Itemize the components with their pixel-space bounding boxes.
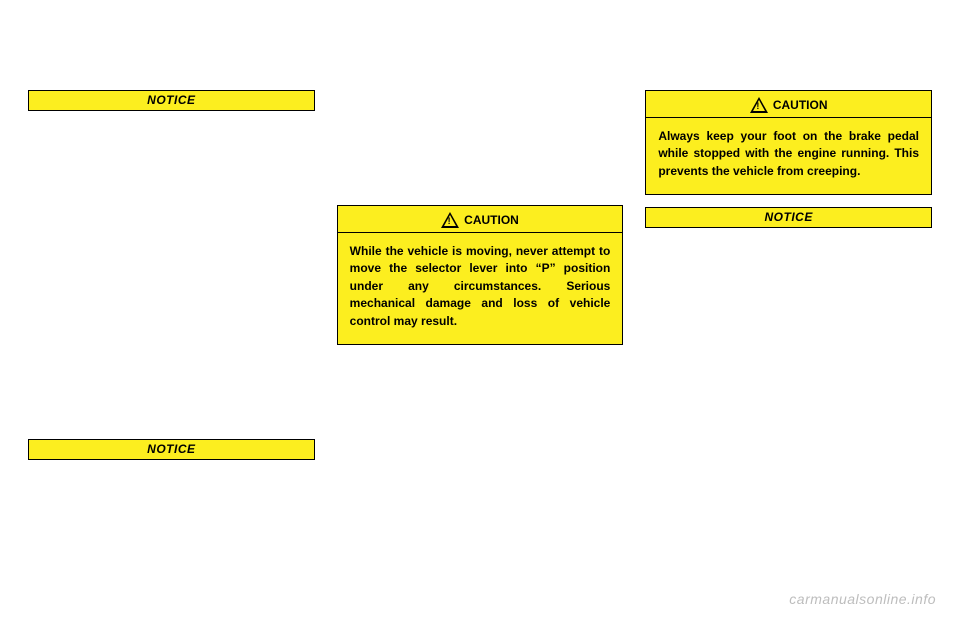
caution-label: CAUTION bbox=[464, 213, 519, 227]
spacer bbox=[337, 30, 624, 205]
notice-box-right: NOTICE bbox=[645, 207, 932, 228]
warning-triangle-icon: ! bbox=[441, 212, 459, 228]
notice-box-top-left: NOTICE bbox=[28, 90, 315, 111]
caution-label: CAUTION bbox=[773, 98, 828, 112]
spacer bbox=[28, 30, 315, 90]
spacer bbox=[645, 195, 932, 207]
caution-header: ! CAUTION bbox=[646, 91, 931, 118]
spacer bbox=[28, 111, 315, 439]
notice-box-bottom-left: NOTICE bbox=[28, 439, 315, 460]
caution-box-middle: ! CAUTION While the vehicle is moving, n… bbox=[337, 205, 624, 345]
column-middle: ! CAUTION While the vehicle is moving, n… bbox=[337, 30, 624, 460]
column-left: NOTICE NOTICE bbox=[28, 30, 315, 460]
caution-header: ! CAUTION bbox=[338, 206, 623, 233]
watermark-text: carmanualsonline.info bbox=[789, 591, 936, 607]
column-right: ! CAUTION Always keep your foot on the b… bbox=[645, 30, 932, 460]
caution-body-text: Always keep your foot on the brake pedal… bbox=[646, 118, 931, 194]
caution-box-right: ! CAUTION Always keep your foot on the b… bbox=[645, 90, 932, 195]
spacer bbox=[645, 30, 932, 90]
page: NOTICE NOTICE ! CAUTION While the vehicl… bbox=[0, 0, 960, 470]
caution-body-text: While the vehicle is moving, never attem… bbox=[338, 233, 623, 344]
warning-triangle-icon: ! bbox=[750, 97, 768, 113]
